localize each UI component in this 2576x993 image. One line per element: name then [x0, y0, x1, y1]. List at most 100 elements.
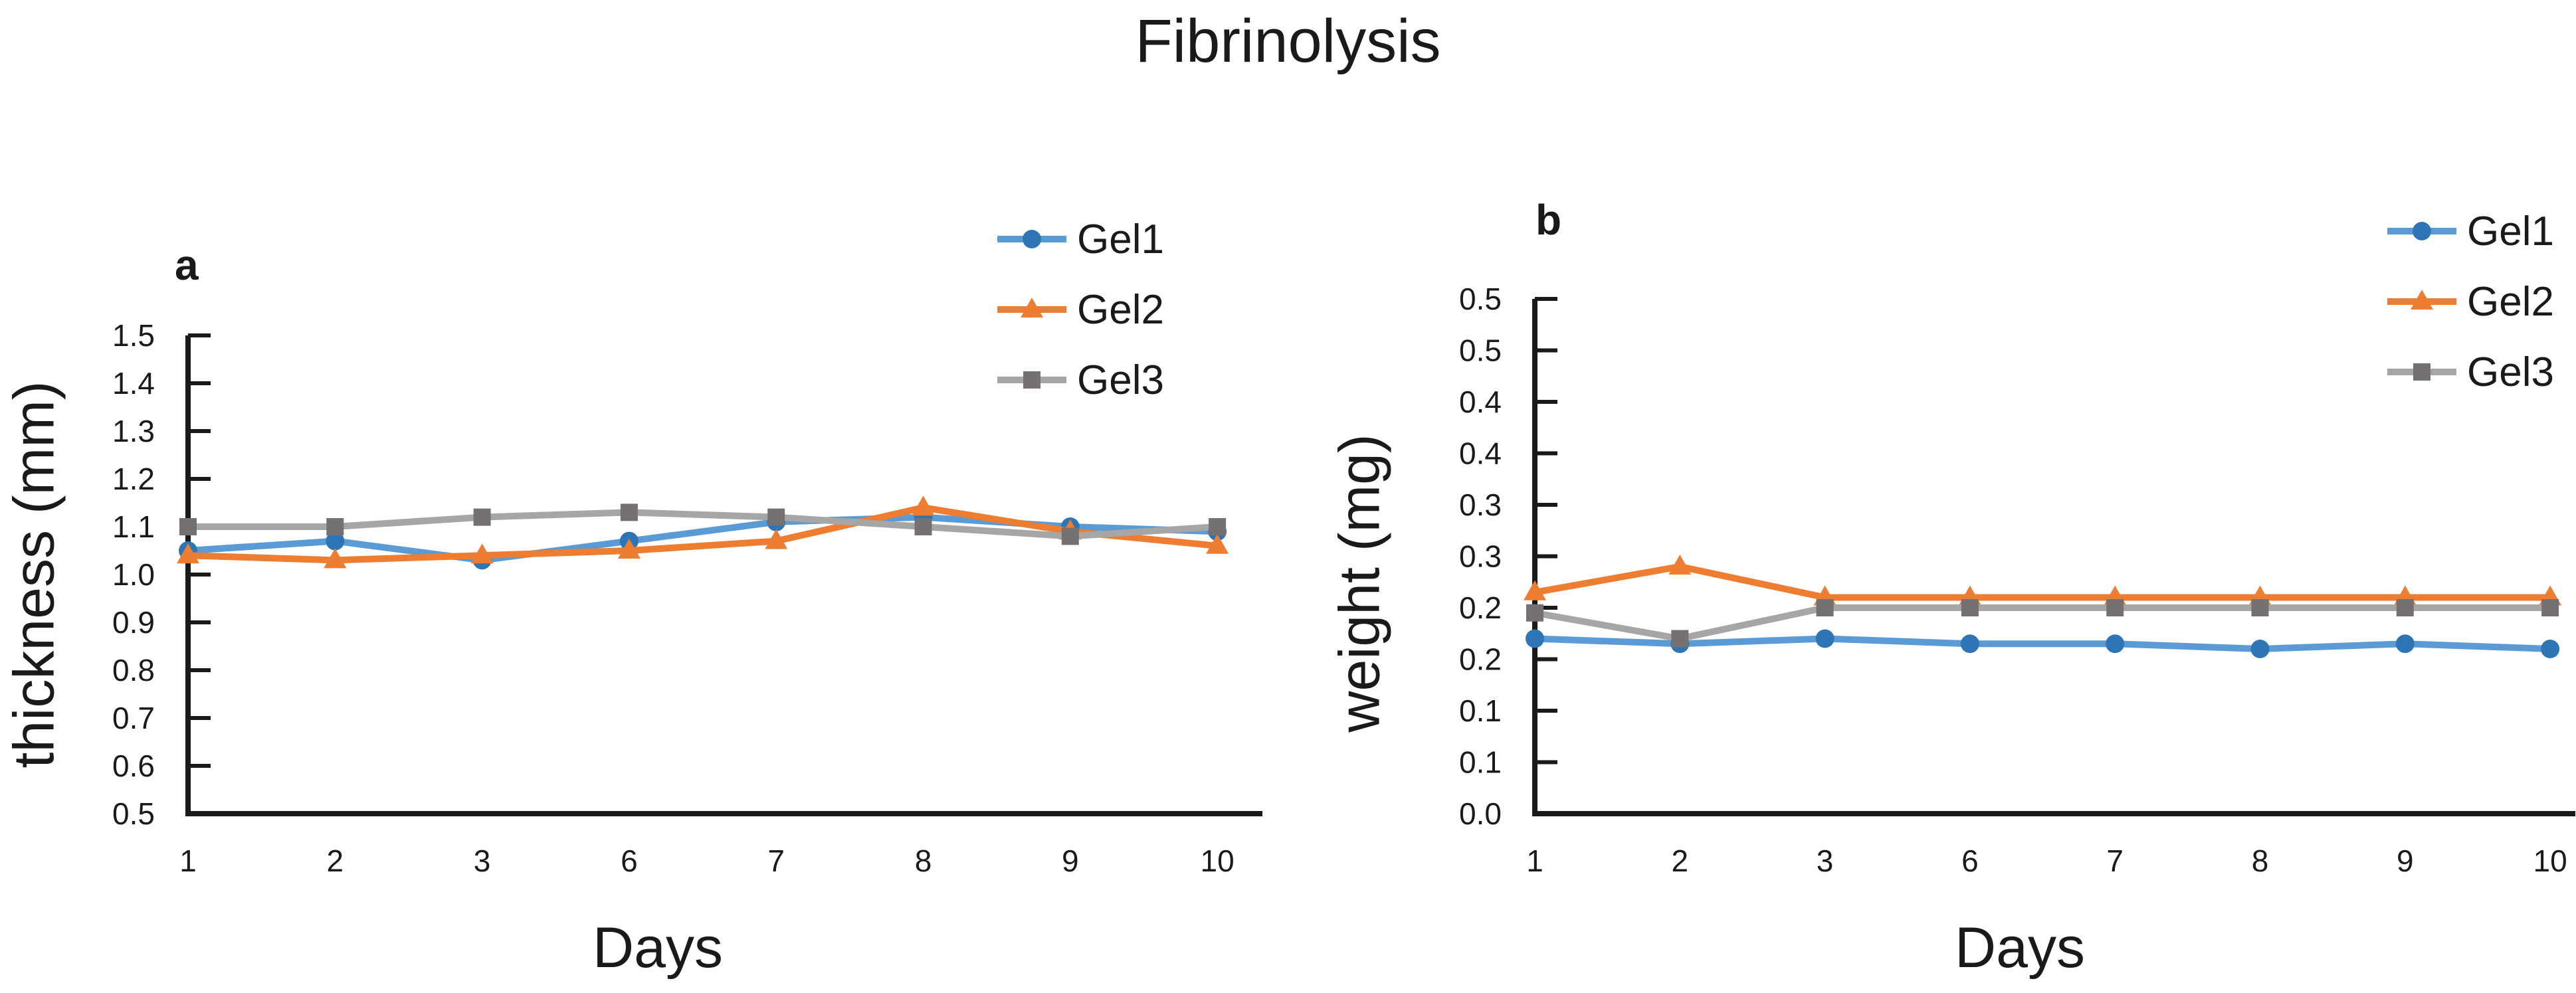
marker-gel2-day7: [765, 529, 788, 549]
marker-gel1-day10: [2541, 640, 2560, 658]
y-tick-label: 0.3: [1459, 539, 1502, 574]
x-tick-label: 3: [1817, 844, 1834, 878]
marker-gel1-day9: [2395, 634, 2415, 654]
y-tick-label: 0.3: [1459, 488, 1502, 522]
panel-b: b weight (mg) 0.5 0.5 0.4 0.4 0.3 0.3 0.2 0.2 0.…: [1288, 0, 2576, 993]
legend-marker-gel1: [1023, 230, 1041, 248]
marker-gel2-day1: [177, 543, 199, 564]
y-tick-label: 0.4: [1459, 436, 1502, 471]
x-tick-label: 7: [767, 844, 785, 878]
marker-gel3-day7: [2106, 599, 2124, 616]
legend-label: Gel1: [1077, 216, 1164, 262]
series-line-gel2: [1534, 563, 2551, 601]
x-tick-label: 1: [1526, 844, 1543, 878]
legend-label: Gel3: [1077, 357, 1164, 403]
y-tick-label: 1.5: [112, 318, 155, 353]
x-tick-label: 2: [1672, 844, 1689, 878]
series-line-gel3: [1534, 604, 2551, 642]
plot-b: 0.5 0.5 0.4 0.4 0.3 0.3 0.2 0.2 0.1 0.1 0.0 1 2 3 6 7 8 9…: [1459, 282, 2575, 878]
marker-gel1-day1: [1526, 629, 1544, 648]
x-tick-label: 3: [474, 844, 491, 878]
y-tick-label: 0.5: [112, 796, 155, 831]
x-tick-label: 7: [2106, 844, 2124, 878]
legend-label: Gel3: [2467, 349, 2554, 395]
x-tick-label: 8: [2252, 844, 2269, 878]
y-tick-label: 0.6: [112, 749, 155, 783]
y-tick-label: 0.5: [1459, 282, 1502, 316]
marker-gel2-day2: [1668, 555, 1692, 575]
legend-triangle-swatch-icon: [997, 298, 1066, 317]
legend-circle-swatch-icon: [997, 230, 1066, 248]
y-tick-label: 0.0: [1459, 796, 1502, 831]
panel-a-legend: Gel1 Gel2 Gel3: [995, 204, 1164, 415]
marker-gel1-day2: [326, 531, 345, 551]
x-tick-label: 2: [327, 844, 344, 878]
y-tick-label: 0.4: [1459, 385, 1502, 419]
y-tick-label: 0.1: [1459, 693, 1502, 728]
marker-gel2-day1: [1524, 580, 1546, 600]
panel-a-letter: a: [175, 241, 199, 289]
y-tick-label: 0.2: [1459, 590, 1502, 625]
legend-circle-swatch-icon: [2387, 222, 2456, 240]
legend-triangle-swatch-icon: [2387, 290, 2456, 310]
marker-gel1-day6: [1960, 634, 1979, 654]
marker-gel3-day10: [2541, 599, 2559, 616]
legend-item-gel2: Gel2: [2385, 266, 2554, 337]
x-tick-label: 6: [621, 844, 638, 878]
y-tick-label: 0.9: [112, 605, 155, 640]
marker-gel2-day6: [617, 539, 641, 559]
x-tick-label: 9: [2397, 844, 2414, 878]
series-line-gel3: [188, 509, 1218, 540]
legend-marker-gel1: [2413, 222, 2431, 240]
y-tick-label: 0.5: [1459, 333, 1502, 368]
y-tick-label: 0.8: [112, 653, 155, 687]
plot-a: 1.5 1.4 1.3 1.2 1.1 1.0 0.9 0.8 0.7 0.6 0.5 1 2 3 6 7 8 9…: [112, 318, 1262, 878]
legend-square-swatch-icon: [2387, 363, 2456, 381]
panel-b-letter: b: [1536, 196, 1562, 244]
legend-item-gel1: Gel1: [2385, 196, 2554, 266]
y-tick-label: 1.4: [112, 366, 155, 401]
marker-gel3-day3: [1816, 599, 1834, 616]
marker-gel3-day2: [326, 518, 344, 535]
y-tick-label: 1.2: [112, 462, 155, 496]
legend-square-swatch-icon: [997, 371, 1066, 389]
x-tick-label: 8: [915, 844, 932, 878]
x-tick-label: 6: [1961, 844, 1979, 878]
marker-gel3-day10: [1209, 518, 1227, 535]
panel-a: a thickness (mm) 1.5 1.4 1.3 1.2 1.1 1.0 0.9 0.…: [3, 204, 1262, 980]
legend-item-gel3: Gel3: [995, 345, 1164, 415]
series-line-gel1: [1534, 635, 2551, 653]
marker-gel3-day1: [179, 518, 197, 535]
marker-gel3-day6: [1961, 599, 1979, 616]
marker-gel2-day10: [1206, 533, 1229, 554]
legend-label: Gel2: [1077, 286, 1164, 333]
legend-marker-gel2: [2411, 290, 2433, 310]
x-tick-label: 10: [1201, 844, 1235, 878]
marker-gel3-day6: [620, 503, 638, 521]
marker-gel3-day8: [914, 518, 932, 535]
y-tick-label: 0.1: [1459, 745, 1502, 780]
y-tick-label: 1.0: [112, 557, 155, 592]
panel-b-x-axis-title: Days: [1955, 916, 2085, 980]
legend-marker-gel3: [1023, 371, 1040, 389]
legend-item-gel1: Gel1: [995, 204, 1164, 274]
marker-gel2-day8: [912, 496, 935, 516]
legend-item-gel2: Gel2: [995, 274, 1164, 345]
marker-gel1-day3: [1815, 629, 1834, 648]
x-tick-label: 9: [1062, 844, 1079, 878]
marker-gel1-day8: [2250, 640, 2270, 658]
panel-b-legend: Gel1 Gel2 Gel3: [2385, 196, 2554, 407]
marker-gel3-day1: [1526, 604, 1543, 622]
series-line-gel2: [187, 504, 1218, 564]
marker-gel1-day7: [2106, 634, 2125, 654]
y-tick-label: 0.7: [112, 701, 155, 735]
legend-item-gel3: Gel3: [2385, 337, 2554, 407]
legend-label: Gel2: [2467, 278, 2554, 325]
x-tick-label: 10: [2533, 844, 2567, 878]
marker-gel3-day7: [767, 508, 785, 526]
legend-label: Gel1: [2467, 208, 2554, 254]
marker-gel3-day2: [1671, 630, 1689, 648]
chart-title: Fibrinolysis: [1135, 7, 1441, 75]
marker-gel3-day8: [2251, 599, 2269, 616]
